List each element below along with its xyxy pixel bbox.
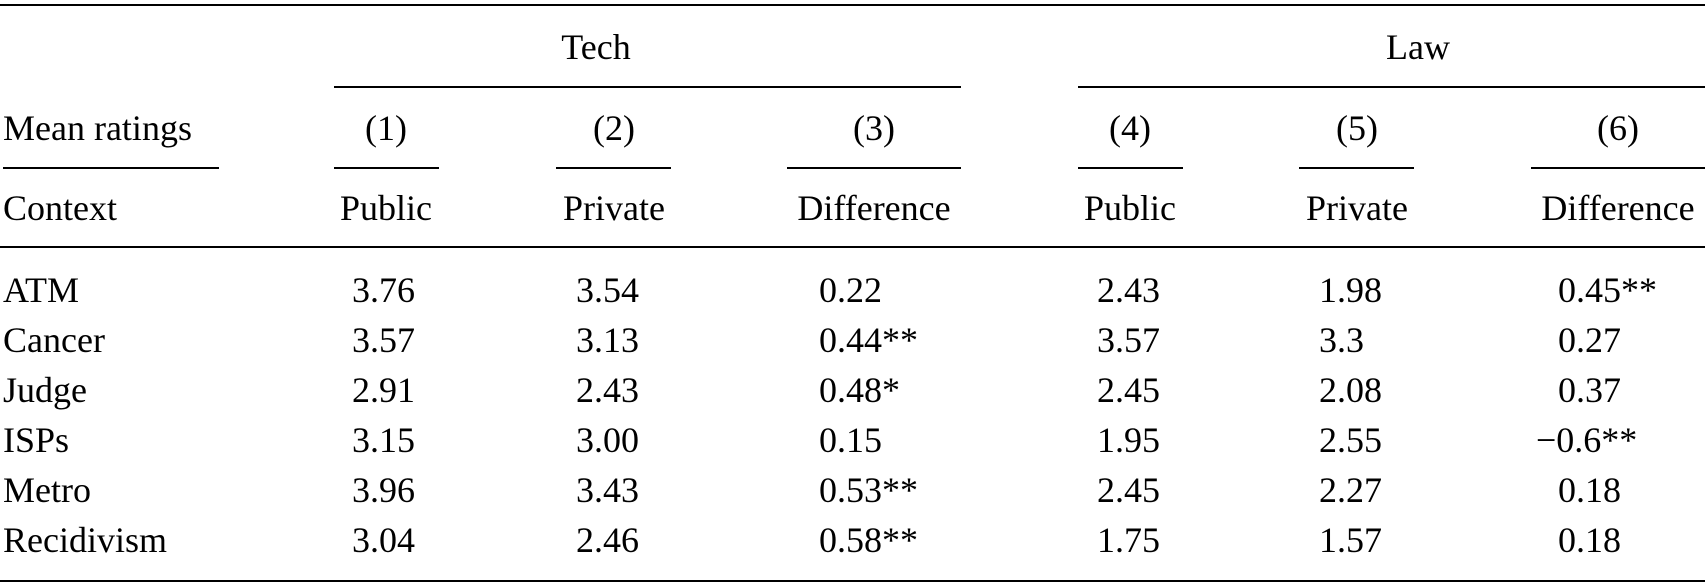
group-rule-law [1078,86,1705,88]
column-number-3: (3) [853,108,895,148]
table-cell: 3.57 [352,320,415,360]
table-cell: 3.00 [576,420,639,460]
table-cell: 0.37 [1558,370,1621,410]
table-cell: 2.43 [1097,270,1160,310]
column-number-1: (1) [365,108,407,148]
table-cell: 2.27 [1319,470,1382,510]
column-rule-5 [1299,167,1414,169]
table-cell: 3.43 [576,470,639,510]
table-cell: 2.43 [576,370,639,410]
table-cell: 2.45 [1097,370,1160,410]
table-cell: 1.57 [1319,520,1382,560]
table-cell: −0.6** [1536,420,1638,460]
table-cell: 2.08 [1319,370,1382,410]
table-cell: 2.55 [1319,420,1382,460]
column-number-6: (6) [1597,108,1639,148]
table-cell: 3.76 [352,270,415,310]
row-context: Judge [3,370,87,410]
table-cell: 0.48* [819,370,900,410]
column-label-4: Public [1083,188,1177,228]
header-bottom-rule [0,246,1705,248]
table-cell: 0.27 [1558,320,1621,360]
group-rule-tech [334,86,961,88]
table-cell: 1.95 [1097,420,1160,460]
column-rule-stub [3,167,219,169]
column-rule-3 [787,167,961,169]
table-cell: 3.13 [576,320,639,360]
corner-label: Mean ratings [3,108,192,148]
table-cell: 2.91 [352,370,415,410]
row-context: Cancer [3,320,105,360]
group-header-tech: Tech [561,27,631,67]
table-top-rule [0,4,1705,6]
row-context: ATM [3,270,80,310]
table-cell: 0.58** [819,520,918,560]
column-rule-2 [556,167,671,169]
group-header-law: Law [1386,27,1450,67]
table-cell: 3.96 [352,470,415,510]
table-cell: 1.98 [1319,270,1382,310]
column-label-2: Private [563,188,665,228]
column-number-2: (2) [593,108,635,148]
column-number-4: (4) [1109,108,1151,148]
column-number-5: (5) [1336,108,1378,148]
table-cell: 2.45 [1097,470,1160,510]
column-label-1: Public [339,188,433,228]
table-cell: 2.46 [576,520,639,560]
table-cell: 3.54 [576,270,639,310]
row-context: ISPs [3,420,70,460]
table-cell: 0.53** [819,470,918,510]
table-cell: 0.18 [1558,520,1621,560]
column-label-3: Difference [797,188,951,228]
row-context: Metro [3,470,91,510]
row-context: Recidivism [3,520,167,560]
column-rule-1 [334,167,439,169]
table-cell: 3.15 [352,420,415,460]
table-cell: 0.45** [1558,270,1657,310]
table-cell: 3.57 [1097,320,1160,360]
table-cell: 0.44** [819,320,918,360]
column-rule-4 [1078,167,1183,169]
table-cell: 3.04 [352,520,415,560]
table-cell: 0.18 [1558,470,1621,510]
table-cell: 0.15 [819,420,882,460]
column-rule-6 [1531,167,1705,169]
column-label-6: Difference [1541,188,1695,228]
table-cell: 0.22 [819,270,882,310]
table-cell: 3.3 [1319,320,1364,360]
table-cell: 1.75 [1097,520,1160,560]
row-header-label: Context [3,188,117,228]
table-bottom-rule [0,580,1705,582]
column-label-5: Private [1306,188,1408,228]
